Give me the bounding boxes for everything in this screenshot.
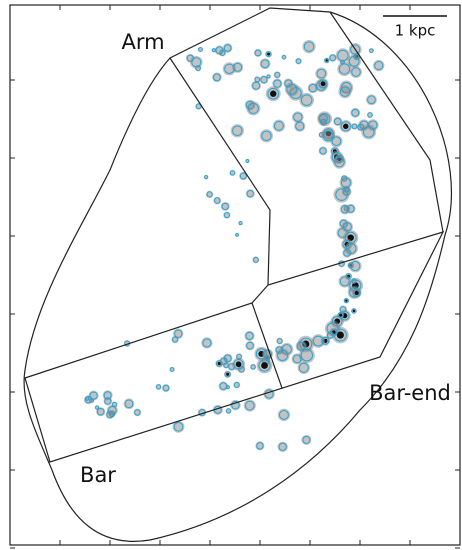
blob-core bbox=[236, 361, 242, 367]
blob-core bbox=[321, 81, 326, 86]
galaxy-figure: 1 kpc Arm Bar Bar-end bbox=[0, 0, 462, 550]
blob-core bbox=[261, 362, 268, 369]
outer-contour bbox=[24, 8, 451, 541]
blob-core bbox=[345, 299, 347, 301]
blob-core bbox=[270, 91, 276, 97]
blob-core bbox=[326, 59, 328, 61]
frame bbox=[10, 5, 460, 545]
blob-core bbox=[267, 53, 270, 56]
blob-core bbox=[226, 373, 229, 376]
bar-region bbox=[25, 232, 443, 462]
frame-ticks bbox=[10, 5, 460, 548]
bar-label: Bar bbox=[80, 463, 116, 487]
blob-core bbox=[343, 124, 348, 129]
blob-core bbox=[355, 291, 359, 295]
blob-core bbox=[339, 314, 342, 317]
blob-core bbox=[353, 310, 356, 313]
emission-blobs bbox=[84, 40, 385, 452]
arm-label: Arm bbox=[121, 30, 164, 54]
scale-label: 1 kpc bbox=[395, 22, 436, 40]
bar-end-label: Bar-end bbox=[369, 381, 451, 405]
